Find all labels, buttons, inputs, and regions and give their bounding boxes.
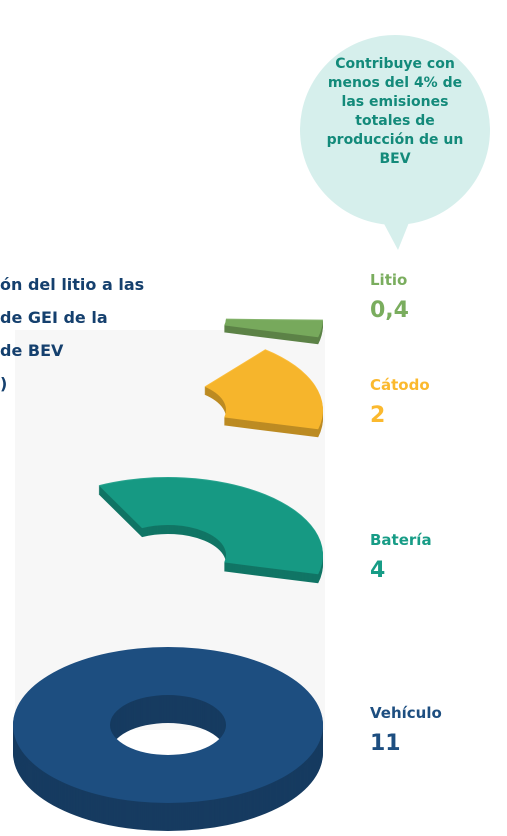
bubble-shape: [300, 35, 490, 225]
bubble-tail: [382, 220, 410, 250]
annotation: Contribuye con menos del 4% de las emisi…: [326, 56, 464, 167]
category-label: Batería: [370, 531, 432, 549]
category-label: Vehículo: [370, 704, 442, 722]
title-line: ): [0, 374, 7, 393]
value-label: 11: [370, 731, 401, 756]
ring: [224, 318, 323, 338]
value-label: 2: [370, 403, 385, 428]
ring: [204, 349, 323, 430]
title-line: de BEV: [0, 341, 64, 360]
value-label: 0,4: [370, 298, 409, 323]
category-label: Cátodo: [370, 376, 430, 394]
ring: [12, 646, 324, 804]
title-line: de GEI de la: [0, 308, 108, 327]
rings: [12, 318, 324, 832]
ring: [98, 477, 323, 575]
category-label: Litio: [370, 271, 407, 289]
value-label: 4: [370, 558, 385, 583]
title-line: ón del litio a las: [0, 275, 144, 294]
